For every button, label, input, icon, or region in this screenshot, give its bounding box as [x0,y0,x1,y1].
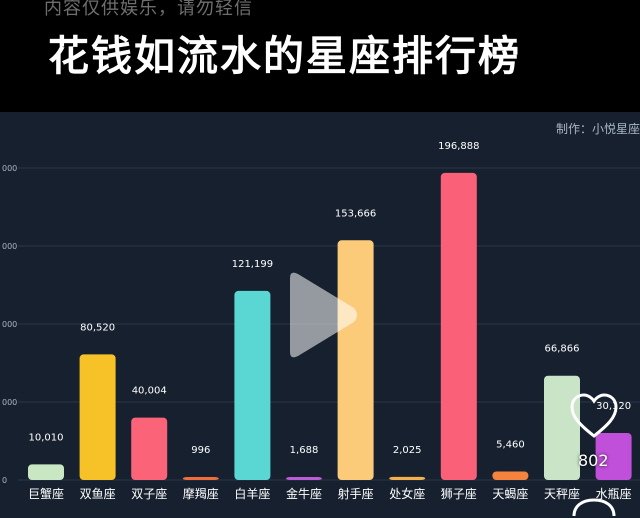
bar [544,375,580,480]
data-label: 996 [191,445,210,456]
y-tick-label: 000 [2,242,17,251]
bar [337,240,374,480]
y-tick-label: 0 [2,476,7,485]
bar-chart: 000000000000010,010巨蟹座80,520双鱼座40,004双子座… [2,141,640,501]
bar [389,476,426,480]
y-tick-label: 000 [2,320,17,329]
bar [79,354,116,480]
bar [182,477,219,480]
data-label: 196,888 [438,141,479,152]
data-label: 40,004 [132,386,167,397]
like-count: 802 [578,451,609,470]
play-icon[interactable] [280,270,360,360]
y-tick-label: 000 [2,398,17,407]
data-label: 10,010 [29,432,64,443]
bar [595,433,632,480]
page-title: 花钱如流水的星座排行榜 [48,32,521,80]
heart-outline-icon[interactable] [568,496,620,518]
data-label: 153,666 [335,208,376,219]
x-tick-label: 水瓶座 [596,486,632,501]
x-tick-label: 双鱼座 [80,486,116,501]
bar [440,172,477,480]
bar [234,290,271,480]
disclaimer-text: 内容仅供娱乐，请勿轻信 [44,0,253,19]
bar [286,477,322,480]
x-tick-label: 白羊座 [234,486,270,501]
data-label: 1,688 [290,445,319,456]
x-tick-label: 狮子座 [441,486,477,501]
x-tick-label: 摩羯座 [183,486,219,501]
chart-panel: 000 000 000 000 0 10,010 巨蟹座 80,520 双鱼座 40,004 双子座… [0,112,640,518]
data-label: 2,025 [393,445,422,456]
y-tick-label: 000 [2,164,17,173]
x-tick-label: 金牛座 [286,486,322,501]
x-tick-label: 处女座 [389,486,425,501]
bar [131,417,168,480]
x-tick-label: 天秤座 [544,486,580,501]
bar [492,471,529,480]
x-tick-label: 双子座 [131,486,167,501]
x-tick-label: 天蝎座 [492,486,528,501]
data-label: 5,460 [496,439,525,450]
data-label: 80,520 [80,322,115,333]
chart-credit: 制作：小悦星座 [555,122,640,136]
x-tick-label: 射手座 [338,486,374,501]
bar [28,464,64,480]
x-tick-label: 巨蟹座 [28,486,64,501]
data-label: 30,120 [596,401,631,412]
title-banner: 内容仅供娱乐，请勿轻信 花钱如流水的星座排行榜 [0,0,640,112]
heart-icon[interactable] [568,392,620,440]
data-label: 66,866 [545,344,580,355]
data-label: 121,199 [232,259,273,270]
